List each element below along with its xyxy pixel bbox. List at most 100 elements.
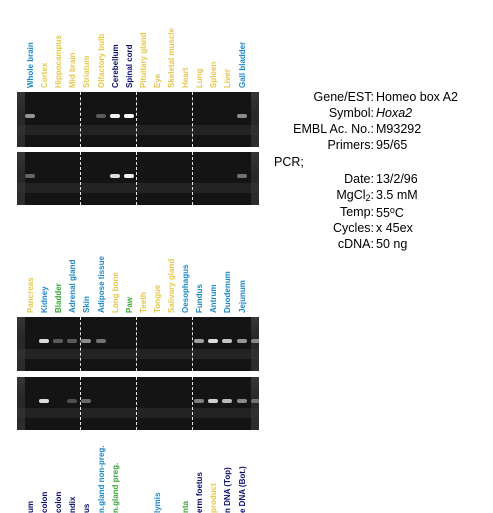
lane-label: Paw — [124, 296, 134, 313]
ladder-lane — [17, 152, 25, 205]
gel-band — [81, 339, 92, 343]
lane-label: ndix — [68, 496, 78, 513]
gel-band — [250, 399, 259, 403]
gel-band — [222, 339, 233, 343]
symbol-value: Hoxa2 — [376, 106, 413, 120]
gel-divider — [80, 317, 81, 371]
lane-label: Tongue — [152, 284, 162, 313]
lane-label: lymis — [152, 492, 162, 513]
lane-label: Mid brain — [68, 52, 78, 88]
mgcl-label-colon: : — [370, 188, 374, 202]
lane-label: Spleen — [209, 61, 219, 88]
lane-label: Kidney — [40, 286, 50, 313]
lane-label: Cerebellum — [110, 44, 120, 88]
ladder-lane — [251, 377, 259, 430]
temp-value-sup: o — [389, 205, 395, 215]
gel-band — [39, 339, 50, 343]
gel-divider — [136, 377, 137, 430]
primers-row: Primers: 95/65 — [274, 138, 489, 154]
ladder-lane — [251, 92, 259, 147]
ladder-lane — [17, 317, 25, 371]
lane-label: Skeletal muscle — [167, 27, 176, 88]
gel-image-top-1 — [17, 92, 259, 147]
gel-band — [236, 399, 247, 403]
gel-divider — [136, 317, 137, 371]
gel-band — [25, 174, 35, 178]
temp-row: Temp: 55oC — [274, 205, 489, 221]
embl-value: M93292 — [376, 122, 422, 136]
lane-label: Gall bladder — [237, 41, 247, 88]
lane-label: um — [26, 501, 35, 513]
ladder-lane — [17, 92, 25, 147]
lane-label: Whole brain — [26, 42, 35, 88]
lane-label: erm foetus — [195, 472, 205, 513]
primer-haze — [17, 183, 259, 193]
gel-image-top-2 — [17, 152, 259, 205]
lane-label: Olfactory bulb — [96, 33, 106, 88]
gel-band — [123, 174, 134, 178]
temp-value-unit: C — [394, 206, 404, 220]
lane-label: Spinal cord — [124, 44, 134, 88]
lane-label: Liver — [223, 68, 233, 88]
cdna-row: cDNA: 50 ng — [274, 237, 489, 253]
gel-band — [67, 399, 78, 403]
pcr-label: PCR; — [274, 155, 304, 169]
gel-band — [208, 399, 219, 403]
date-label: Date: — [344, 172, 374, 186]
gel-band — [222, 399, 233, 403]
ladder-lane — [251, 317, 259, 371]
lane-label: Pituitary gland — [138, 32, 148, 88]
lane-label: Hippocampus — [54, 35, 64, 88]
lane-label: product — [209, 483, 219, 513]
gel-divider — [192, 152, 193, 205]
gel-band — [123, 114, 134, 118]
mgcl-value: 3.5 mM — [376, 188, 418, 202]
lane-label: Cortex — [40, 62, 50, 88]
gel-band — [39, 399, 50, 403]
gel-band — [109, 174, 120, 178]
embl-label: EMBL Ac. No.: — [293, 122, 374, 136]
gel-band — [109, 114, 120, 118]
lane-label: Antrum — [209, 284, 219, 313]
gel-band — [194, 399, 205, 403]
lane-label: Pancreas — [26, 277, 35, 313]
gel-band — [95, 339, 106, 343]
lane-label: Jejunum — [237, 280, 247, 313]
gel-divider — [80, 377, 81, 430]
lane-label: Heart — [181, 67, 191, 88]
lane-label: n.gland non-preg. — [96, 445, 106, 513]
primer-haze — [17, 125, 259, 135]
temp-value-main: 55 — [376, 206, 390, 220]
gene-row: Gene/EST: Homeo box A2 — [274, 90, 489, 106]
gel-image-middle-2 — [17, 377, 259, 430]
gene-value: Homeo box A2 — [376, 90, 458, 104]
gel-image-middle-1 — [17, 317, 259, 371]
gel-divider — [192, 317, 193, 371]
cdna-label: cDNA: — [337, 237, 374, 251]
gel-panel: Whole brain Cortex Hippocampus Mid brain Str… — [17, 27, 259, 513]
gel-divider — [192, 92, 193, 147]
cycles-value: x 45ex — [376, 221, 413, 235]
gel-divider — [192, 377, 193, 430]
lane-label: e DNA (Bot.) — [237, 466, 247, 513]
mgcl-label: MgCl2: — [336, 188, 374, 203]
lane-label: n.gland preg. — [110, 462, 120, 513]
gel-band — [25, 114, 35, 118]
lane-label: Eye — [152, 73, 162, 88]
symbol-row: Symbol: Hoxa2 — [274, 106, 489, 122]
lane-label: nta — [181, 501, 191, 513]
date-value: 13/2/96 — [376, 172, 418, 186]
lane-label: Striatum — [82, 55, 92, 88]
gene-label: Gene/EST: — [313, 90, 374, 104]
cdna-value: 50 ng — [376, 237, 408, 251]
cycles-row: Cycles: x 45ex — [274, 221, 489, 237]
gel-band — [95, 114, 106, 118]
lane-label: Salivary gland — [167, 258, 176, 313]
lane-label: Teeth — [138, 292, 148, 313]
lane-label: Skin — [82, 296, 92, 313]
date-row: Date: 13/2/96 — [274, 172, 489, 188]
lane-label: Fundus — [195, 284, 205, 313]
temp-value: 55oC — [376, 205, 404, 220]
mgcl-row: MgCl2: 3.5 mM — [274, 188, 489, 204]
mgcl-label-main: MgCl — [336, 188, 366, 202]
